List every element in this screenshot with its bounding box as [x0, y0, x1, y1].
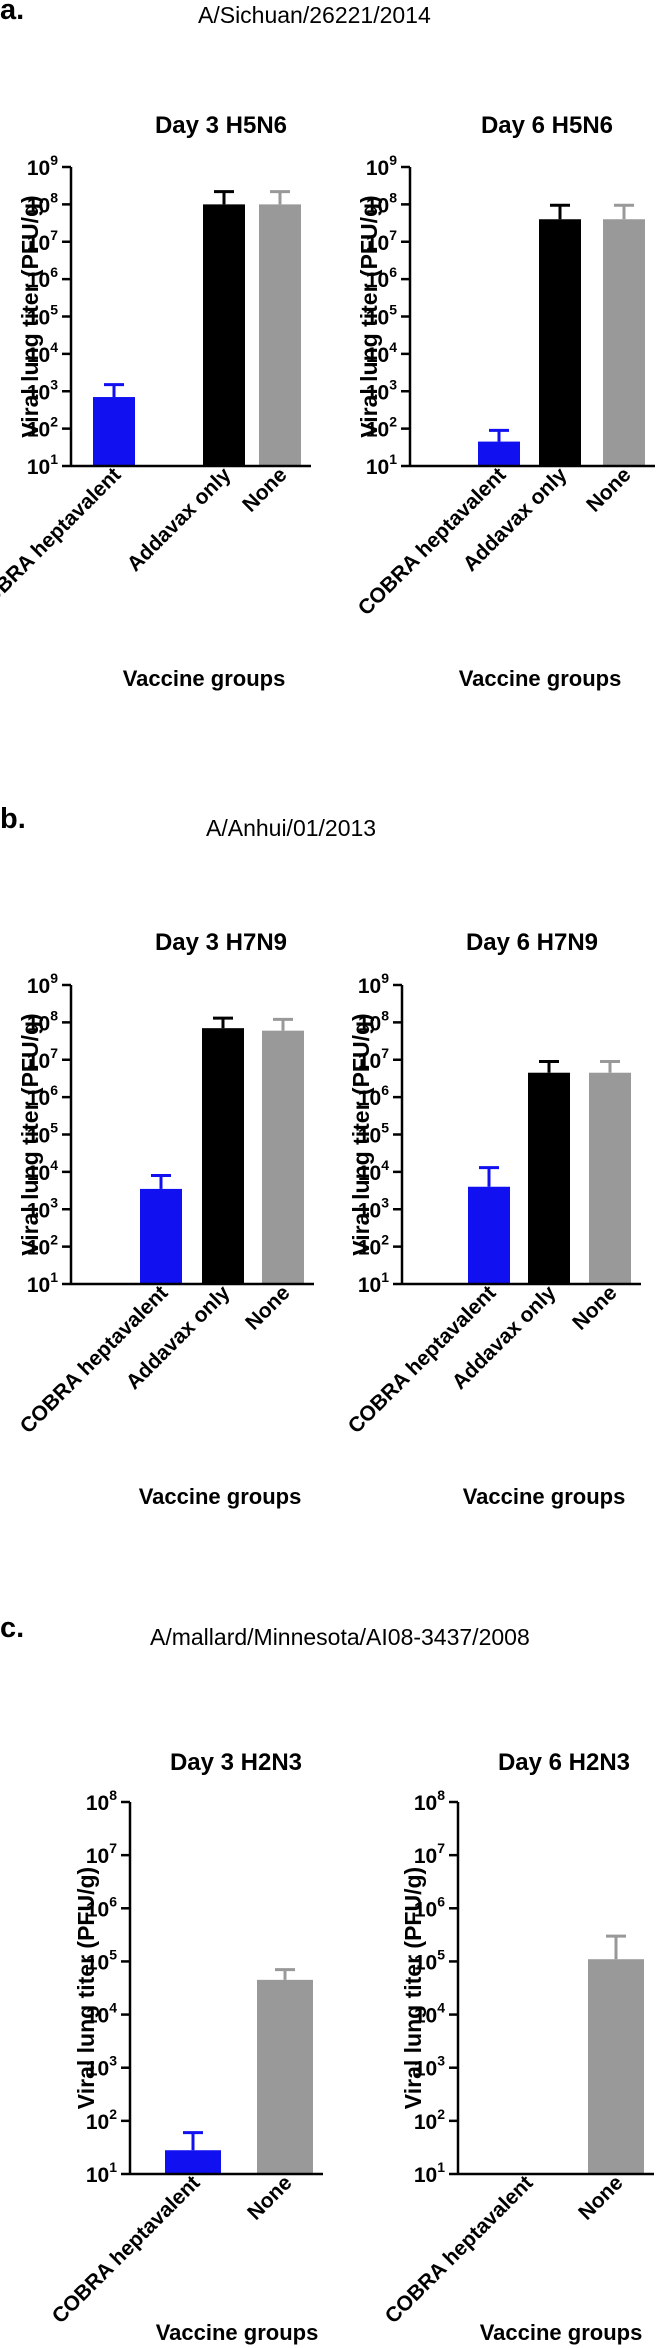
chart-3-y-tick-label: 101 — [27, 1269, 58, 1297]
chart-6-y-tick-label: 103 — [414, 2053, 445, 2081]
chart-5-category-label: COBRA heptavalent — [48, 2171, 205, 2328]
chart-4-bar — [589, 1072, 631, 1284]
chart-1-bar — [259, 204, 301, 466]
chart-5-y-axis-label: Viral lung titer (PFU/g) — [73, 1867, 99, 2109]
chart-6-title: Day 6 H2N3 — [498, 1749, 630, 1776]
chart-1-title: Day 3 H5N6 — [155, 112, 287, 139]
chart-6-y-tick-label: 107 — [414, 1840, 445, 1868]
chart-2-x-axis-label: Vaccine groups — [459, 666, 622, 691]
chart-4-category-label: Addavax only — [448, 1281, 561, 1394]
chart-1-y-tick-label: 101 — [27, 451, 58, 479]
chart-4-bar — [468, 1186, 510, 1284]
chart-4-category-label: None — [568, 1281, 621, 1334]
panel-a-letter: a. — [0, 0, 25, 26]
chart-4-y-tick-label: 101 — [358, 1269, 389, 1297]
chart-5-title: Day 3 H2N3 — [170, 1749, 302, 1776]
panel-c-letter: c. — [0, 1612, 25, 1644]
chart-6-y-axis-label: Viral lung titer (PFU/g) — [400, 1867, 426, 2109]
chart-1-category-label: COBRA heptavalent — [0, 463, 126, 620]
chart-6-category-label: COBRA heptavalent — [381, 2171, 538, 2328]
chart-1-category-label: Addavax only — [123, 463, 236, 576]
chart-3-y-tick-label: 109 — [27, 970, 58, 998]
chart-1-category-label: None — [238, 463, 291, 516]
chart-6-y-tick-label: 108 — [414, 1787, 445, 1815]
chart-3-title: Day 3 H7N9 — [155, 929, 287, 956]
chart-6-y-tick-label: 101 — [414, 2159, 445, 2187]
chart-3-bar — [140, 1188, 182, 1284]
chart-5-bar — [257, 1979, 313, 2174]
chart-5-y-tick-label: 107 — [86, 1840, 117, 1868]
chart-4-y-axis-label: Viral lung titer (PFU/g) — [348, 1013, 374, 1255]
chart-3-bar — [262, 1030, 304, 1284]
chart-2-bar — [478, 441, 520, 466]
chart-2-title: Day 6 H5N6 — [481, 112, 613, 139]
panel-b-letter: b. — [0, 803, 26, 835]
panel-c-strain: A/mallard/Minnesota/AI08-3437/2008 — [150, 1624, 530, 1650]
chart-1-y-axis-label: Viral lung titer (PFU/g) — [17, 195, 43, 437]
chart-2-category-label: None — [582, 463, 635, 516]
chart-4-y-tick-label: 109 — [358, 970, 389, 998]
chart-6-x-axis-label: Vaccine groups — [480, 2320, 643, 2345]
chart-2-y-tick-label: 109 — [366, 152, 397, 180]
chart-5-bar — [165, 2150, 221, 2174]
chart-5-x-axis-label: Vaccine groups — [156, 2320, 319, 2345]
chart-2-category-label: Addavax only — [459, 463, 572, 576]
chart-5-y-tick-label: 101 — [86, 2159, 117, 2187]
chart-1-bar — [203, 204, 245, 466]
chart-6-category-label: None — [574, 2171, 627, 2224]
chart-3-bar — [202, 1028, 244, 1284]
chart-2-y-tick-label: 101 — [366, 451, 397, 479]
chart-2-y-axis-label: Viral lung titer (PFU/g) — [356, 195, 382, 437]
chart-5-category-label: None — [243, 2171, 296, 2224]
chart-4-x-axis-label: Vaccine groups — [463, 1484, 626, 1509]
chart-1-bar — [93, 397, 135, 466]
chart-1-y-tick-label: 109 — [27, 152, 58, 180]
chart-4-title: Day 6 H7N9 — [466, 929, 598, 956]
chart-3-category-label: None — [241, 1281, 294, 1334]
chart-2-bar — [603, 219, 645, 466]
chart-2-bar — [539, 219, 581, 466]
panel-a-strain: A/Sichuan/26221/2014 — [198, 2, 431, 28]
panel-b-strain: A/Anhui/01/2013 — [206, 815, 377, 841]
chart-3-y-tick-label: 108 — [27, 1007, 58, 1035]
chart-5-y-tick-label: 108 — [86, 1787, 117, 1815]
chart-6-bar — [588, 1959, 644, 2174]
chart-3-x-axis-label: Vaccine groups — [139, 1484, 302, 1509]
chart-4-bar — [528, 1072, 570, 1284]
chart-3-y-axis-label: Viral lung titer (PFU/g) — [17, 1013, 43, 1255]
chart-1-x-axis-label: Vaccine groups — [123, 666, 286, 691]
